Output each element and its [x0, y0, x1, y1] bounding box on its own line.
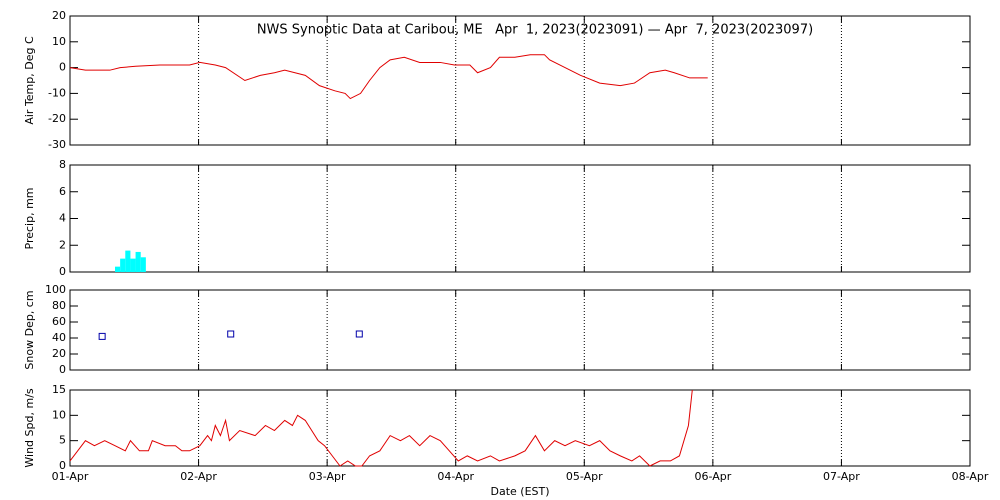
- y-tick-label: 0: [59, 61, 66, 74]
- x-axis-label: Date (EST): [490, 485, 549, 498]
- x-tick-label: 03-Apr: [309, 470, 346, 483]
- y-tick-label: 100: [45, 283, 66, 296]
- x-tick-label: 07-Apr: [823, 470, 860, 483]
- bar: [140, 257, 146, 272]
- bar: [135, 251, 141, 272]
- y-axis-label: Snow Dep, cm: [23, 290, 36, 369]
- y-tick-label: 15: [52, 383, 66, 396]
- plot-frame: [69, 389, 971, 467]
- point: [355, 330, 363, 338]
- y-tick-label: -20: [48, 112, 66, 125]
- x-tick-label: 02-Apr: [180, 470, 217, 483]
- bar: [130, 258, 136, 272]
- y-tick-label: -10: [48, 86, 66, 99]
- y-tick-label: 8: [59, 158, 66, 171]
- y-tick-label: 0: [59, 265, 66, 278]
- plot-frame: [69, 289, 971, 371]
- bar: [115, 266, 121, 272]
- x-tick-label: 06-Apr: [694, 470, 731, 483]
- y-tick-label: 80: [52, 299, 66, 312]
- x-tick-label: 01-Apr: [52, 470, 89, 483]
- x-tick-label: 04-Apr: [437, 470, 474, 483]
- y-tick-label: 20: [52, 9, 66, 22]
- data-line: [69, 54, 708, 100]
- point: [98, 332, 106, 340]
- point: [227, 330, 235, 338]
- y-tick-label: 60: [52, 315, 66, 328]
- y-axis-label: Air Temp, Deg C: [23, 36, 36, 125]
- y-tick-label: 6: [59, 185, 66, 198]
- y-tick-label: 0: [59, 459, 66, 472]
- chart-title: NWS Synoptic Data at Caribou, ME Apr 1, …: [257, 23, 813, 38]
- bar: [125, 250, 131, 272]
- x-tick-label: 05-Apr: [566, 470, 603, 483]
- plot-frame: [69, 164, 971, 273]
- bar: [120, 258, 126, 272]
- y-tick-label: 10: [52, 35, 66, 48]
- plot-frame: [69, 15, 971, 146]
- data-line: [69, 389, 693, 467]
- y-tick-label: 0: [59, 363, 66, 376]
- y-tick-label: 5: [59, 434, 66, 447]
- y-axis-label: Precip, mm: [23, 188, 36, 250]
- x-tick-label: 08-Apr: [952, 470, 989, 483]
- y-tick-label: 20: [52, 347, 66, 360]
- y-tick-label: 10: [52, 408, 66, 421]
- y-tick-label: -30: [48, 138, 66, 151]
- y-axis-label: Wind Spd, m/s: [23, 388, 36, 468]
- y-tick-label: 4: [59, 212, 66, 225]
- y-tick-label: 2: [59, 238, 66, 251]
- y-tick-label: 40: [52, 331, 66, 344]
